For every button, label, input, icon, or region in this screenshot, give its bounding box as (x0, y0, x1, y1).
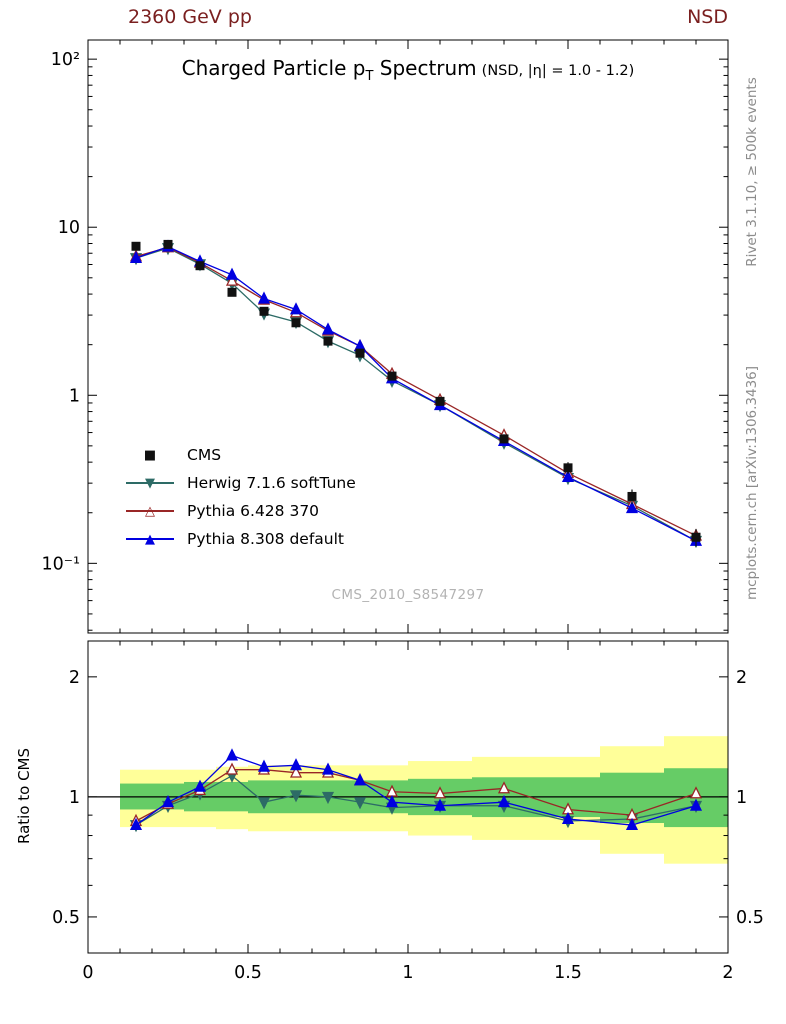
rivet-version-label: Rivet 3.1.10, ≥ 500k events (744, 77, 760, 267)
svg-text:1: 1 (736, 788, 747, 808)
legend-label: Pythia 6.428 370 (187, 502, 320, 520)
svg-text:10²: 10² (51, 50, 80, 70)
svg-text:0.5: 0.5 (736, 908, 764, 928)
svg-text:2: 2 (722, 963, 733, 983)
pythia8-triangle-up-icon: ▲ (126, 531, 174, 547)
ratio-uncertainty-bands (88, 736, 728, 864)
legend-label: Herwig 7.1.6 softTune (187, 474, 356, 492)
series-cms-data (131, 239, 701, 547)
plot-title: Charged Particle pT Spectrum (NSD, |η| = … (88, 56, 728, 84)
plot-title-cuts: (NSD, |η| = 1.0 - 1.2) (481, 63, 635, 79)
process-label: NSD (687, 6, 728, 28)
pythia6-open-triangle-icon: △ (126, 503, 174, 519)
legend-label: Pythia 8.308 default (187, 530, 344, 548)
ratio-axis-title: Ratio to CMS (15, 747, 33, 845)
series-pythia-8-308-default (129, 239, 703, 831)
svg-text:0.5: 0.5 (234, 963, 262, 983)
svg-text:0: 0 (82, 963, 93, 983)
svg-text:10: 10 (58, 218, 80, 238)
plot-title-text-2: Spectrum (373, 56, 477, 80)
axis-ticks (87, 40, 729, 953)
legend-item-pythia6: △ Pythia 6.428 370 (126, 497, 356, 525)
svg-text:2: 2 (69, 668, 80, 688)
beam-energy-label: 2360 GeV pp (128, 6, 252, 28)
legend-item-pythia8: ▲ Pythia 8.308 default (126, 525, 356, 553)
svg-text:10⁻¹: 10⁻¹ (41, 554, 80, 574)
legend-label: CMS (187, 446, 222, 464)
svg-text:1.5: 1.5 (554, 963, 582, 983)
analysis-id-watermark: CMS_2010_S8547297 (331, 587, 485, 603)
legend-item-cms: ■ CMS (126, 441, 356, 469)
pt-subscript: T (365, 69, 374, 84)
legend-item-herwig: ▼ Herwig 7.1.6 softTune (126, 469, 356, 497)
svg-text:1: 1 (69, 386, 80, 406)
cms-square-marker-icon: ■ (143, 447, 157, 463)
svg-text:2: 2 (736, 668, 747, 688)
mcplots-credit-label: mcplots.cern.ch [arXiv:1306.3436] (744, 365, 760, 601)
svg-text:1: 1 (402, 963, 413, 983)
herwig-triangle-down-icon: ▼ (126, 475, 174, 491)
svg-text:1: 1 (69, 788, 80, 808)
legend: ■ CMS ▼ Herwig 7.1.6 softTune △ Pythia 6… (126, 441, 356, 553)
svg-text:0.5: 0.5 (52, 908, 80, 928)
axis-tick-labels: 10² 10 1 10⁻¹ 2 2 1 1 0.5 0.5 0 0.5 1 1.5 2 (41, 50, 763, 983)
plot-title-text: Charged Particle p (181, 56, 366, 80)
